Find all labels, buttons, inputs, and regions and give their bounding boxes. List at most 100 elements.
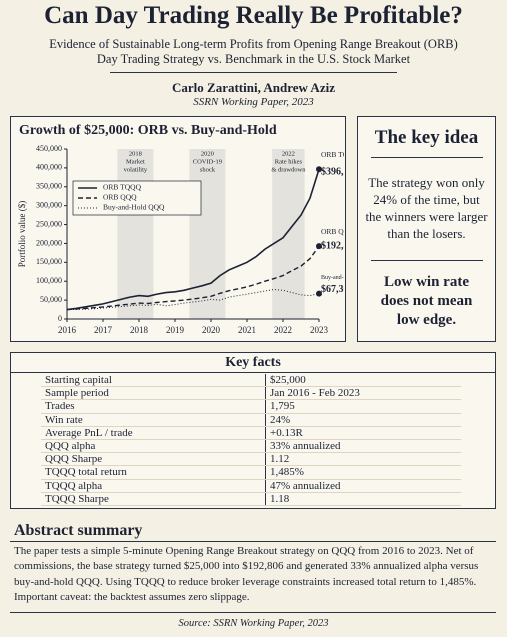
period-annotation: shock (200, 166, 216, 173)
subtitle: Day Trading Strategy vs. Benchmark in th… (96, 52, 411, 66)
table-cell: TQQQ Sharpe (41, 492, 266, 506)
publication: SSRN Working Paper, 2023 (193, 96, 314, 108)
key-idea-panel: The key idea The strategy won only 24% o… (357, 116, 496, 342)
table-cell: 1,485% (265, 465, 461, 480)
y-tick-label: 50,000 (40, 295, 62, 304)
table-row: Average PnL / trade +0.13R (41, 426, 461, 440)
period-annotation: 2018 (129, 150, 142, 157)
x-tick-label: 2022 (274, 325, 292, 335)
period-annotation: Market (126, 158, 145, 165)
table-cell: Trades (41, 399, 266, 414)
key-idea-text: The strategy won only 24% of the time, b… (365, 175, 488, 241)
title: Can Day Trading Really Be Profitable? (44, 2, 463, 29)
chart-panel: Growth of $25,000: ORB vs. Buy-and-Hold … (10, 116, 346, 342)
divider (110, 72, 397, 73)
table-cell: Jan 2016 - Feb 2023 (265, 386, 461, 401)
table-title: Key facts (11, 353, 495, 373)
table-row: Win rate 24% (41, 413, 461, 427)
divider (370, 260, 483, 261)
end-label-name: ORB QQQ (321, 227, 344, 236)
table-cell: Starting capital (41, 374, 266, 388)
table-cell: +0.13R (265, 426, 461, 440)
key-facts-panel: Key facts Starting capital $25,000 Sample … (10, 352, 496, 509)
shaded-period (189, 149, 226, 319)
x-tick-label: 2018 (130, 325, 149, 335)
table-cell: Win rate (41, 413, 266, 427)
y-tick-label: 400,000 (36, 163, 62, 172)
table-cell: 1,795 (265, 399, 461, 414)
table-cell: 47% annualized (265, 479, 461, 493)
key-facts-table: Starting capital $25,000 Sample period Jan … (41, 374, 461, 506)
x-tick-label: 2023 (310, 325, 329, 335)
x-tick-label: 2020 (202, 325, 221, 335)
legend-label: ORB TQQQ (103, 183, 142, 192)
x-tick-label: 2019 (166, 325, 185, 335)
period-annotation: 2020 (201, 150, 214, 157)
series-line (66, 288, 320, 311)
y-tick-label: 100,000 (36, 276, 62, 285)
table-row: Trades 1,795 (41, 399, 461, 414)
table-cell: $25,000 (265, 374, 461, 388)
divider (370, 157, 483, 158)
chart: Growth of $25,000: ORB vs. Buy-and-Hold … (17, 123, 344, 335)
y-tick-label: 350,000 (36, 182, 62, 191)
divider (10, 612, 496, 613)
period-annotation: COVID-19 (193, 158, 222, 165)
table-row: Starting capital $25,000 (41, 374, 461, 388)
y-tick-label: 200,000 (36, 238, 62, 247)
period-annotation: volatility (124, 166, 148, 173)
period-annotation: 2022 (282, 150, 295, 157)
y-tick-label: 300,000 (36, 200, 62, 209)
authors: Carlo Zarattini, Andrew Aziz (172, 80, 335, 95)
end-value-label: $396,250 (321, 167, 344, 178)
table-cell: QQQ Sharpe (41, 452, 266, 467)
series-line (66, 245, 320, 311)
period-annotation: & drawdown (271, 166, 306, 173)
table-row: TQQQ alpha 47% annualized (41, 479, 461, 493)
subtitle: Evidence of Sustainable Long-term Profit… (49, 37, 458, 51)
abstract-text: The paper tests a simple 5-minute Openin… (14, 545, 479, 603)
table-cell: 33% annualized (265, 439, 461, 454)
table-row: QQQ Sharpe 1.12 (41, 452, 461, 467)
abstract-title: Abstract summary (14, 522, 143, 539)
table-cell: TQQQ alpha (41, 479, 266, 493)
legend-label: ORB QQQ (103, 193, 137, 202)
y-axis-label: Portfolio value ($) (17, 201, 27, 268)
table-cell: TQQQ total return (41, 465, 266, 480)
end-value-label: $192,806 (321, 240, 344, 251)
chart-title: Growth of $25,000: ORB vs. Buy-and-Hold (19, 123, 277, 138)
legend-label: Buy-and-Hold QQQ (103, 203, 165, 212)
end-value-label: $67,307 (321, 284, 344, 295)
series-line (66, 169, 320, 311)
shaded-period (272, 149, 305, 319)
shaded-period (117, 149, 154, 319)
end-point (316, 290, 322, 297)
table-row: TQQQ total return 1,485% (41, 465, 461, 480)
table-cell: QQQ alpha (41, 439, 266, 454)
period-annotation: Rate hikes (275, 158, 303, 165)
y-tick-label: 150,000 (36, 257, 62, 266)
table-cell: Sample period (41, 386, 266, 401)
x-tick-label: 2017 (94, 325, 113, 335)
source: Source: SSRN Working Paper, 2023 (178, 618, 329, 629)
y-tick-label: 450,000 (36, 144, 62, 153)
table-row: TQQQ Sharpe 1.18 (41, 492, 461, 506)
key-idea-emphasis: Low win rate does not mean low edge. (380, 274, 473, 328)
table-row: QQQ alpha 33% annualized (41, 439, 461, 454)
table-cell: 24% (265, 413, 461, 427)
table-cell: Average PnL / trade (41, 426, 266, 440)
x-tick-label: 2016 (58, 325, 77, 335)
y-tick-label: 250,000 (36, 219, 62, 228)
table-cell: 1.12 (265, 452, 461, 467)
end-point (316, 243, 322, 250)
table-row: Sample period Jan 2016 - Feb 2023 (41, 386, 461, 401)
table-cell: 1.18 (265, 492, 461, 506)
x-tick-label: 2021 (238, 325, 256, 335)
end-label-name: ORB TQQQ (321, 150, 344, 159)
y-tick-label: 0 (58, 314, 62, 323)
end-label-name: Buy-and-Hold QQQ (321, 275, 344, 281)
divider (10, 541, 496, 542)
key-idea-title: The key idea (374, 127, 479, 148)
end-point (316, 166, 322, 173)
